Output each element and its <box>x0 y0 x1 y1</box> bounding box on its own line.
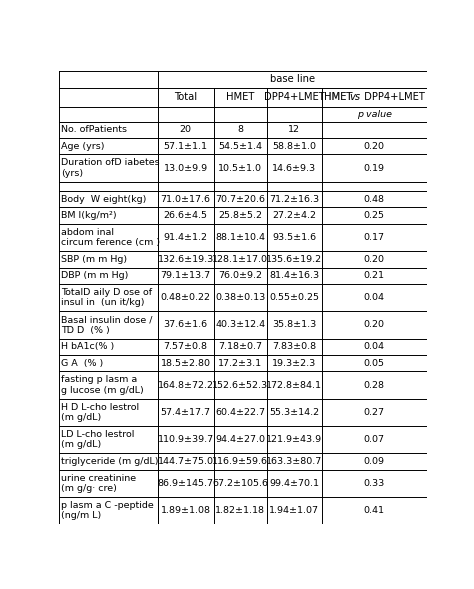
Text: abdom inal
circum ference (cm ): abdom inal circum ference (cm ) <box>62 228 161 247</box>
Text: Basal insulin dose /
TD D  (% ): Basal insulin dose / TD D (% ) <box>62 315 153 335</box>
Text: 58.8±1.0: 58.8±1.0 <box>273 142 316 151</box>
Text: HMET: HMET <box>324 92 355 102</box>
Text: 0.48±0.22: 0.48±0.22 <box>161 293 210 302</box>
Text: H D L-cho lestrol
(m g/dL): H D L-cho lestrol (m g/dL) <box>62 403 139 422</box>
Text: 86.9±145.7: 86.9±145.7 <box>158 479 214 488</box>
Text: 0.33: 0.33 <box>364 479 385 488</box>
Text: 0.20: 0.20 <box>364 320 385 329</box>
Text: TotalD aily D ose of
insul in  (un it/kg): TotalD aily D ose of insul in (un it/kg) <box>62 288 153 307</box>
Text: 1.89±1.08: 1.89±1.08 <box>161 506 210 515</box>
Text: SBP (m m Hg): SBP (m m Hg) <box>62 255 128 264</box>
Text: 0.21: 0.21 <box>364 272 385 280</box>
Text: 0.55±0.25: 0.55±0.25 <box>269 293 319 302</box>
Text: 144.7±75.0: 144.7±75.0 <box>158 457 214 466</box>
Text: G A  (% ): G A (% ) <box>62 359 104 368</box>
Text: 128.1±17.0: 128.1±17.0 <box>212 255 268 264</box>
Text: 60.4±22.7: 60.4±22.7 <box>215 408 265 417</box>
Text: 121.9±43.9: 121.9±43.9 <box>266 435 322 444</box>
Text: 19.3±2.3: 19.3±2.3 <box>272 359 317 368</box>
Text: 132.6±19.3: 132.6±19.3 <box>157 255 214 264</box>
Text: 54.5±1.4: 54.5±1.4 <box>218 142 262 151</box>
Text: H bA1c(% ): H bA1c(% ) <box>62 342 115 351</box>
Text: 93.5±1.6: 93.5±1.6 <box>272 233 317 242</box>
Text: 26.6±4.5: 26.6±4.5 <box>164 211 208 220</box>
Text: 0.07: 0.07 <box>364 435 385 444</box>
Text: 99.4±70.1: 99.4±70.1 <box>269 479 319 488</box>
Text: Duration ofD iabetes
(yrs): Duration ofD iabetes (yrs) <box>62 158 160 178</box>
Text: 94.4±27.0: 94.4±27.0 <box>215 435 265 444</box>
Text: DBP (m m Hg): DBP (m m Hg) <box>62 272 129 280</box>
Text: 7.83±0.8: 7.83±0.8 <box>272 342 317 351</box>
Text: 1.94±1.07: 1.94±1.07 <box>269 506 319 515</box>
Text: DPP4+LMET: DPP4+LMET <box>264 92 325 102</box>
Text: 0.20: 0.20 <box>364 255 385 264</box>
Text: 1.82±1.18: 1.82±1.18 <box>215 506 265 515</box>
Text: 18.5±2.80: 18.5±2.80 <box>161 359 210 368</box>
Text: 7.18±0.7: 7.18±0.7 <box>218 342 262 351</box>
Text: base line: base line <box>270 74 315 84</box>
Text: urine creatinine
(m g/g· cre): urine creatinine (m g/g· cre) <box>62 474 137 493</box>
Text: 0.17: 0.17 <box>364 233 385 242</box>
Text: 17.2±3.1: 17.2±3.1 <box>218 359 262 368</box>
Text: 57.1±1.1: 57.1±1.1 <box>164 142 208 151</box>
Text: 8: 8 <box>237 125 243 134</box>
Text: vs: vs <box>349 92 361 102</box>
Text: p lasm a C -peptide
(ng/m L): p lasm a C -peptide (ng/m L) <box>62 501 154 520</box>
Text: 172.8±84.1: 172.8±84.1 <box>266 380 322 389</box>
Text: 0.41: 0.41 <box>364 506 385 515</box>
Text: 0.20: 0.20 <box>364 142 385 151</box>
Text: 57.4±17.7: 57.4±17.7 <box>161 408 210 417</box>
Text: p value: p value <box>357 110 392 119</box>
Text: 0.04: 0.04 <box>364 293 385 302</box>
Text: No. ofPatients: No. ofPatients <box>62 125 128 134</box>
Text: 40.3±12.4: 40.3±12.4 <box>215 320 265 329</box>
Text: 71.0±17.6: 71.0±17.6 <box>161 195 210 204</box>
Text: 91.4±1.2: 91.4±1.2 <box>164 233 208 242</box>
Text: 71.2±16.3: 71.2±16.3 <box>269 195 319 204</box>
Text: 110.9±39.7: 110.9±39.7 <box>157 435 214 444</box>
Text: 0.05: 0.05 <box>364 359 385 368</box>
Text: Body  W eight(kg): Body W eight(kg) <box>62 195 147 204</box>
Text: 81.4±16.3: 81.4±16.3 <box>269 272 319 280</box>
Text: 14.6±9.3: 14.6±9.3 <box>272 164 317 173</box>
Text: 164.8±72.2: 164.8±72.2 <box>158 380 214 389</box>
Text: LD L-cho lestrol
(m g/dL): LD L-cho lestrol (m g/dL) <box>62 430 135 449</box>
Text: 79.1±13.7: 79.1±13.7 <box>161 272 210 280</box>
Text: HMET: HMET <box>226 92 255 102</box>
Text: 10.5±1.0: 10.5±1.0 <box>218 164 262 173</box>
Text: 0.28: 0.28 <box>364 380 385 389</box>
Text: 0.27: 0.27 <box>364 408 385 417</box>
Text: Total: Total <box>174 92 197 102</box>
Text: 35.8±1.3: 35.8±1.3 <box>272 320 317 329</box>
Text: 0.19: 0.19 <box>364 164 385 173</box>
Text: 135.6±19.2: 135.6±19.2 <box>266 255 322 264</box>
Text: 7.57±0.8: 7.57±0.8 <box>164 342 208 351</box>
Text: 13.0±9.9: 13.0±9.9 <box>164 164 208 173</box>
Text: 0.38±0.13: 0.38±0.13 <box>215 293 265 302</box>
Text: 0.09: 0.09 <box>364 457 385 466</box>
Text: 163.3±80.7: 163.3±80.7 <box>266 457 322 466</box>
Text: 25.8±5.2: 25.8±5.2 <box>218 211 262 220</box>
Text: 20: 20 <box>180 125 191 134</box>
Text: Age (yrs): Age (yrs) <box>62 142 105 151</box>
Text: fasting p lasm a
g lucose (m g/dL): fasting p lasm a g lucose (m g/dL) <box>62 375 144 395</box>
Text: 76.0±9.2: 76.0±9.2 <box>218 272 262 280</box>
Text: triglyceride (m g/dL): triglyceride (m g/dL) <box>62 457 159 466</box>
Text: DPP4+LMET: DPP4+LMET <box>361 92 425 102</box>
Text: 55.3±14.2: 55.3±14.2 <box>269 408 319 417</box>
Text: 0.25: 0.25 <box>364 211 385 220</box>
Text: 0.04: 0.04 <box>364 342 385 351</box>
Text: 0.48: 0.48 <box>364 195 385 204</box>
Text: 70.7±20.6: 70.7±20.6 <box>215 195 265 204</box>
Text: HMET: HMET <box>324 92 355 102</box>
Text: 27.2±4.2: 27.2±4.2 <box>273 211 316 220</box>
Text: 12: 12 <box>288 125 301 134</box>
Text: 152.6±52.3: 152.6±52.3 <box>212 380 268 389</box>
Text: BM I(kg/m²): BM I(kg/m²) <box>62 211 117 220</box>
Text: 88.1±10.4: 88.1±10.4 <box>215 233 265 242</box>
Text: 67.2±105.6: 67.2±105.6 <box>212 479 268 488</box>
Text: 116.9±59.6: 116.9±59.6 <box>212 457 268 466</box>
Text: HMET: HMET <box>324 92 355 102</box>
Text: 37.6±1.6: 37.6±1.6 <box>164 320 208 329</box>
